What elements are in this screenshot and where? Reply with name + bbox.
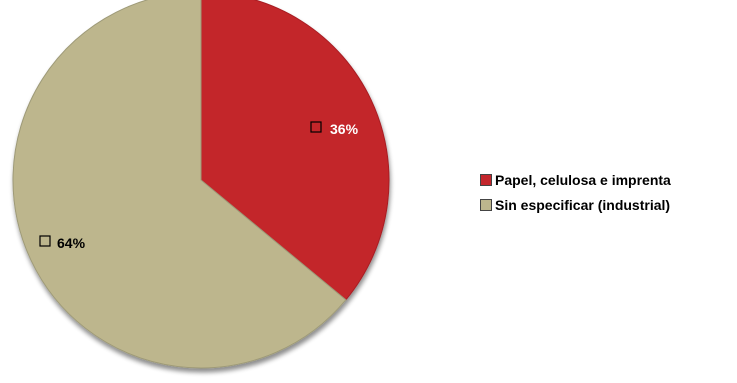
legend-swatch-papel — [480, 174, 492, 186]
data-label-marker-36 — [310, 121, 322, 133]
data-label-marker-64 — [39, 235, 51, 247]
legend-label-sin-especificar: Sin especificar (industrial) — [495, 197, 671, 213]
pie-data-labels: 36% 64% — [39, 121, 359, 251]
chart-legend: Papel, celulosa e imprenta Sin especific… — [480, 170, 737, 220]
pie-slices — [12, 0, 390, 369]
pie-slice-sin-especificar — [12, 0, 347, 369]
legend-label-papel: Papel, celulosa e imprenta — [495, 172, 671, 188]
legend-swatch-sin-especificar — [480, 199, 492, 211]
pie-slice-papel — [200, 0, 390, 301]
data-label-36: 36% — [330, 121, 359, 137]
legend-item-sin-especificar: Sin especificar (industrial) — [480, 195, 737, 215]
data-label-64: 64% — [57, 235, 86, 251]
legend-item-papel: Papel, celulosa e imprenta — [480, 170, 737, 190]
